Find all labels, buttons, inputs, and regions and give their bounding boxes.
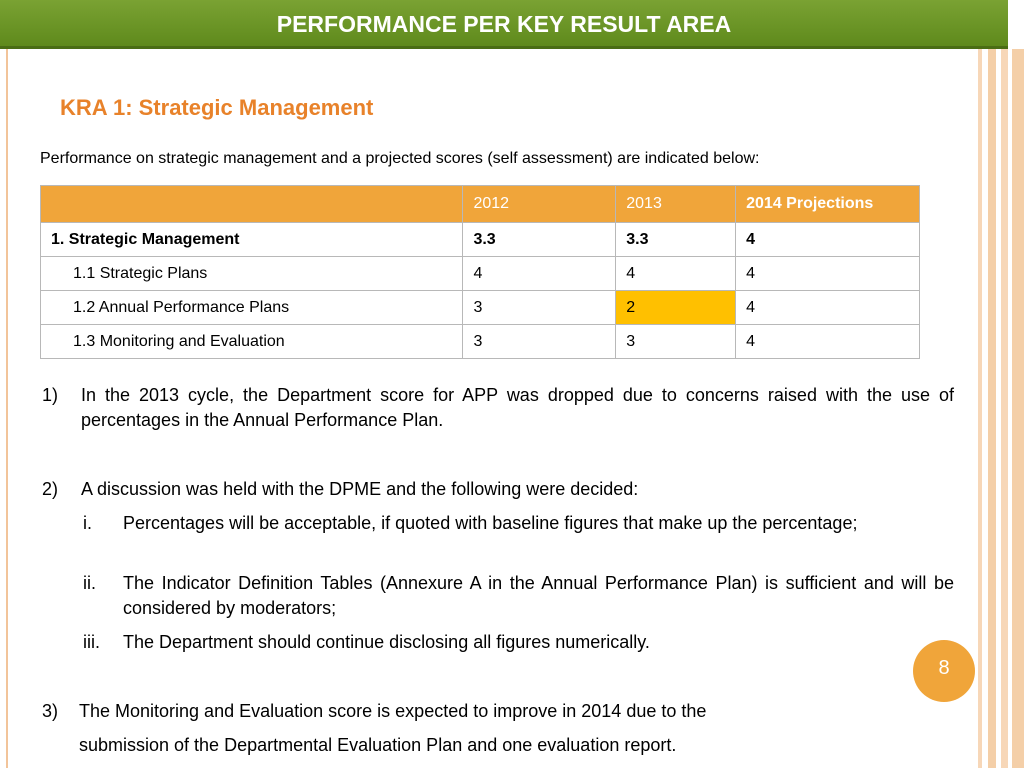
table-header-cell: 2014 Projections [736, 186, 920, 223]
sub-item-number: iii. [83, 630, 100, 655]
cell-2012: 3.3 [463, 223, 616, 257]
page-number-badge: 8 [913, 640, 975, 702]
row-label: 1.2 Annual Performance Plans [41, 291, 463, 325]
note-2-number: 2) [42, 477, 58, 502]
note-2-text: A discussion was held with the DPME and … [81, 477, 954, 502]
cell-2013: 3 [616, 325, 736, 359]
row-label: 1. Strategic Management [41, 223, 463, 257]
table-header-row: 2012 2013 2014 Projections [41, 186, 920, 223]
cell-2014: 4 [736, 325, 920, 359]
table-header-cell [41, 186, 463, 223]
sub-item-number: i. [83, 511, 92, 536]
cell-2013-highlighted: 2 [616, 291, 736, 325]
kra-heading: KRA 1: Strategic Management [60, 95, 373, 121]
cell-2012: 4 [463, 257, 616, 291]
table-row: 1.2 Annual Performance Plans 3 2 4 [41, 291, 920, 325]
cell-2013: 4 [616, 257, 736, 291]
row-label: 1.3 Monitoring and Evaluation [41, 325, 463, 359]
note-1-text: In the 2013 cycle, the Department score … [81, 383, 954, 433]
sub-item-text: The Department should continue disclosin… [123, 630, 954, 655]
sub-item-number: ii. [83, 571, 96, 596]
cell-2014: 4 [736, 257, 920, 291]
note-3-line-2: submission of the Departmental Evaluatio… [79, 733, 676, 758]
cell-2013: 3.3 [616, 223, 736, 257]
intro-text: Performance on strategic management and … [40, 150, 759, 168]
slide-title: PERFORMANCE PER KEY RESULT AREA [0, 0, 1008, 49]
cell-2014: 4 [736, 223, 920, 257]
decorative-stripes [978, 49, 1024, 768]
table-row: 1. Strategic Management 3.3 3.3 4 [41, 223, 920, 257]
sub-item-text: Percentages will be acceptable, if quote… [123, 511, 954, 536]
note-3-number: 3) [42, 699, 58, 724]
note-1-number: 1) [42, 383, 58, 408]
table-header-cell: 2012 [463, 186, 616, 223]
note-3-line-1: The Monitoring and Evaluation score is e… [79, 699, 706, 724]
performance-table: 2012 2013 2014 Projections 1. Strategic … [40, 185, 920, 359]
table-row: 1.1 Strategic Plans 4 4 4 [41, 257, 920, 291]
table-header-cell: 2013 [616, 186, 736, 223]
left-border-line [6, 49, 8, 768]
cell-2012: 3 [463, 325, 616, 359]
cell-2014: 4 [736, 291, 920, 325]
row-label: 1.1 Strategic Plans [41, 257, 463, 291]
cell-2012: 3 [463, 291, 616, 325]
table-row: 1.3 Monitoring and Evaluation 3 3 4 [41, 325, 920, 359]
sub-item-text: The Indicator Definition Tables (Annexur… [123, 571, 954, 621]
